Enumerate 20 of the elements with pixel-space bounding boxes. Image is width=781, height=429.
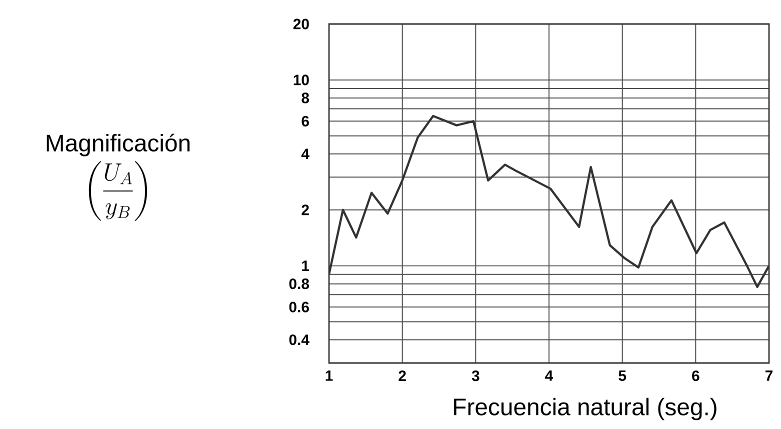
text: $\left(\frac{U_{A}}{y_{B}}\right)$ xyxy=(88,161,148,221)
x-tick-label: 5 xyxy=(618,370,626,381)
x-tick-label: 7 xyxy=(765,370,773,381)
y-tick-label: 1 xyxy=(302,260,310,271)
y-tick-label: 6 xyxy=(302,116,309,126)
y-tick-label: 10 xyxy=(294,74,309,86)
y-tick-label: 0.8 xyxy=(289,278,310,290)
x-tick-label: 4 xyxy=(545,370,554,381)
x-tick-label: 3 xyxy=(472,370,480,382)
y-axis-title: Magnificación xyxy=(46,134,190,156)
y-tick-label: 8 xyxy=(302,92,310,104)
y-tick-label: 0.4 xyxy=(289,334,310,346)
x-tick-label: 2 xyxy=(398,370,406,381)
y-tick-label: 20 xyxy=(293,18,309,30)
y-tick-label: 2 xyxy=(302,204,309,216)
x-tick-label: 1 xyxy=(326,370,333,381)
y-tick-label: 0.6 xyxy=(289,302,309,312)
x-axis-title: Frecuencia natural (seg.) xyxy=(454,398,716,420)
x-tick-label: 6 xyxy=(692,370,700,382)
y-tick-label: 4 xyxy=(301,148,310,160)
